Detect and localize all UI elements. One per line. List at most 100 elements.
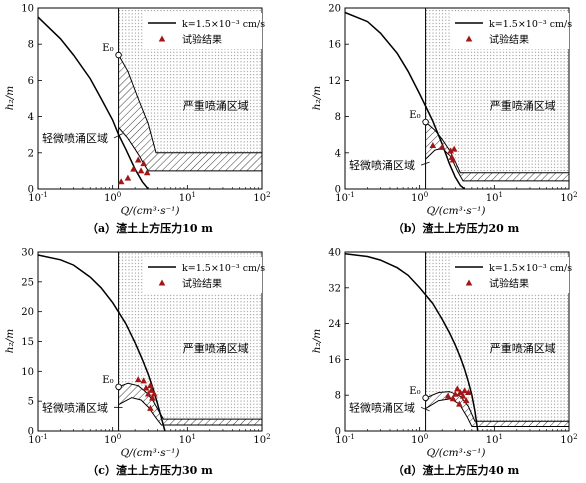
test-result-marker (149, 394, 156, 401)
plot-frame (37, 7, 263, 190)
legend-box (144, 13, 262, 49)
panel-caption: （b）渣土上方压力20 m (393, 221, 520, 235)
test-result-marker (444, 392, 452, 399)
x-tick-label: 100 (411, 191, 428, 204)
test-result-marker (456, 389, 464, 396)
test-result-marker (456, 400, 463, 407)
y-tick-label: 20 (21, 307, 34, 318)
x-axis-label: Q/(cm³·s⁻¹) (427, 447, 486, 459)
x-tick-label: 102 (560, 191, 577, 204)
test-result-marker (124, 174, 132, 181)
y-tick-label: 8 (28, 40, 34, 51)
e0-point (115, 51, 122, 59)
severe-spray-region (118, 252, 262, 420)
mild-region-label-bg (347, 158, 421, 173)
legend-box (451, 257, 569, 293)
mild-spray-band (118, 383, 262, 425)
severe-region-label: 严重喷涌区域 (183, 98, 249, 112)
legend-marker-label: 试验结果 (182, 33, 222, 46)
legend-line-label: k=1.5×10⁻³ cm/s (182, 19, 265, 30)
legend-line-label: k=1.5×10⁻³ cm/s (182, 263, 265, 274)
test-result-marker (461, 387, 468, 394)
test-result-marker (462, 397, 470, 404)
severe-boundary-line (118, 54, 262, 154)
y-axis-label: h₂/m (311, 329, 323, 354)
severe-region-label: 严重喷涌区域 (183, 341, 249, 355)
test-result-marker (438, 143, 446, 150)
test-result-marker (450, 145, 458, 152)
legend-marker-sample (158, 279, 166, 286)
mild-region-pointer (420, 161, 430, 166)
test-result-marker (459, 392, 467, 399)
mild-boundary-line (118, 397, 262, 426)
test-result-marker (465, 389, 472, 396)
x-tick-label: 102 (253, 191, 270, 204)
mild-region-pointer (113, 133, 123, 139)
mild-region-label-bg (40, 400, 114, 415)
y-axis-label: h₂/m (4, 86, 16, 111)
severe-spray-region (425, 252, 569, 422)
test-result-marker (429, 142, 437, 149)
mild-spray-band (425, 391, 569, 427)
k-curve-line (37, 16, 149, 190)
plot-frame (344, 251, 570, 432)
mild-region-label: 轻微喷涌区域 (42, 400, 108, 414)
y-tick-label: 0 (335, 427, 341, 438)
y-tick-label: 25 (21, 277, 34, 288)
y-tick-label: 8 (335, 112, 341, 123)
test-result-marker (130, 165, 137, 172)
test-result-marker (150, 390, 158, 397)
x-tick-label: 102 (560, 433, 577, 446)
mild-spray-band (118, 55, 262, 171)
y-tick-label: 15 (21, 337, 34, 348)
legend-box (451, 13, 569, 49)
mild-region-label: 轻微喷涌区域 (42, 131, 108, 145)
test-result-marker (143, 169, 151, 176)
mild-region-label: 轻微喷涌区域 (349, 158, 415, 172)
y-tick-label: 24 (328, 319, 341, 330)
test-result-marker (140, 377, 147, 384)
x-tick-label: 100 (104, 433, 121, 446)
e0-label: E₀ (409, 386, 420, 397)
x-tick-label: 100 (411, 433, 428, 446)
y-tick-label: 0 (28, 427, 34, 438)
y-tick-label: 16 (328, 355, 341, 366)
x-axis-label: Q/(cm³·s⁻¹) (427, 205, 486, 217)
severe-boundary-line (118, 382, 262, 420)
test-result-marker (144, 390, 152, 397)
test-result-marker (449, 156, 457, 163)
y-tick-label: 20 (328, 4, 341, 15)
legend-marker-sample (465, 279, 473, 286)
test-result-marker (147, 404, 154, 411)
test-result-marker (117, 178, 125, 185)
test-result-marker (137, 167, 145, 174)
legend-line-label: k=1.5×10⁻³ cm/s (489, 263, 572, 274)
y-tick-label: 0 (335, 185, 341, 196)
e0-label: E₀ (102, 43, 113, 54)
x-tick-label: 101 (486, 191, 503, 204)
legend-line-label: k=1.5×10⁻³ cm/s (489, 19, 572, 30)
panel-caption: （a）渣土上方压力10 m (87, 221, 213, 235)
e0-point (422, 394, 429, 402)
e0-label: E₀ (409, 110, 420, 121)
severe-boundary-line (425, 391, 569, 422)
y-tick-label: 40 (328, 248, 341, 259)
test-result-marker (134, 376, 142, 383)
legend-marker-label: 试验结果 (489, 277, 529, 290)
test-result-marker (140, 160, 147, 167)
legend-marker-sample (465, 35, 473, 42)
y-axis-label: h₂/m (4, 329, 16, 354)
y-tick-label: 2 (28, 148, 34, 159)
x-tick-label: 101 (179, 191, 196, 204)
k-curve-line (344, 11, 466, 190)
x-tick-label: 101 (486, 433, 503, 446)
y-tick-label: 5 (28, 397, 34, 408)
x-axis-label: Q/(cm³·s⁻¹) (121, 447, 180, 459)
test-result-marker (447, 147, 454, 154)
y-tick-label: 6 (28, 76, 34, 87)
severe-spray-region (425, 8, 569, 173)
x-axis-label: Q/(cm³·s⁻¹) (121, 205, 180, 217)
